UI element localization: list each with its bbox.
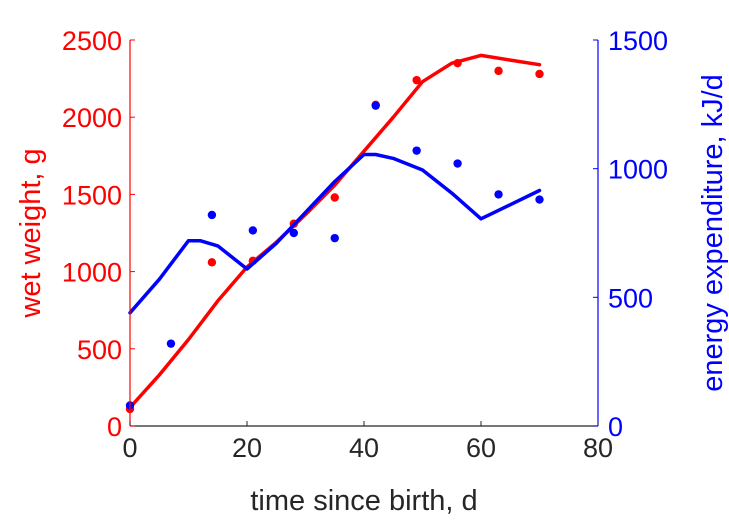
left-y-axis-label: wet weight, g — [15, 148, 47, 318]
x-axis-label: time since birth, d — [250, 485, 477, 517]
left-y-tick-label: 1000 — [62, 258, 122, 288]
left-y-tick-label: 2500 — [62, 26, 122, 56]
energy-data-point — [412, 146, 421, 155]
weight-data-point — [412, 75, 421, 85]
weight-data-point — [494, 66, 503, 76]
energy-data-point — [207, 210, 217, 220]
left-y-tick-label: 2000 — [62, 103, 122, 133]
x-tick-label: 20 — [232, 433, 262, 463]
weight-data-point — [453, 58, 462, 68]
left-y-tick-label: 0 — [107, 412, 122, 442]
right-y-tick-label: 500 — [608, 283, 653, 313]
weight-data-point — [207, 258, 217, 267]
energy-data-point — [453, 159, 462, 168]
energy-data-point — [289, 228, 298, 238]
weight-model-line — [128, 53, 542, 410]
energy-data-point — [371, 101, 380, 110]
chart-axes: 0 20 40 60 800500100015002000250005001000150… — [62, 26, 668, 463]
energy-data-point — [248, 226, 258, 235]
right-y-axis-label: energy expenditure, kJ/d — [697, 74, 729, 392]
right-y-tick-label: 0 — [608, 412, 623, 442]
x-tick-label: 0 — [122, 433, 137, 463]
x-tick-label: 40 — [349, 433, 379, 463]
energy-data-point — [330, 233, 339, 243]
x-tick-label: 80 — [583, 433, 613, 463]
weight-data-point — [535, 69, 544, 79]
energy-model-line — [128, 152, 542, 315]
x-tick-label: 60 — [466, 433, 496, 463]
chart-marks — [125, 53, 544, 414]
energy-data-point — [494, 190, 503, 199]
left-y-tick-label: 1500 — [62, 180, 122, 210]
right-y-tick-label: 1500 — [608, 26, 668, 56]
left-y-tick-label: 500 — [77, 335, 122, 365]
energy-data-point — [166, 339, 176, 348]
right-y-tick-label: 1000 — [608, 155, 668, 185]
weight-data-point — [330, 193, 339, 202]
energy-data-point — [535, 195, 544, 204]
